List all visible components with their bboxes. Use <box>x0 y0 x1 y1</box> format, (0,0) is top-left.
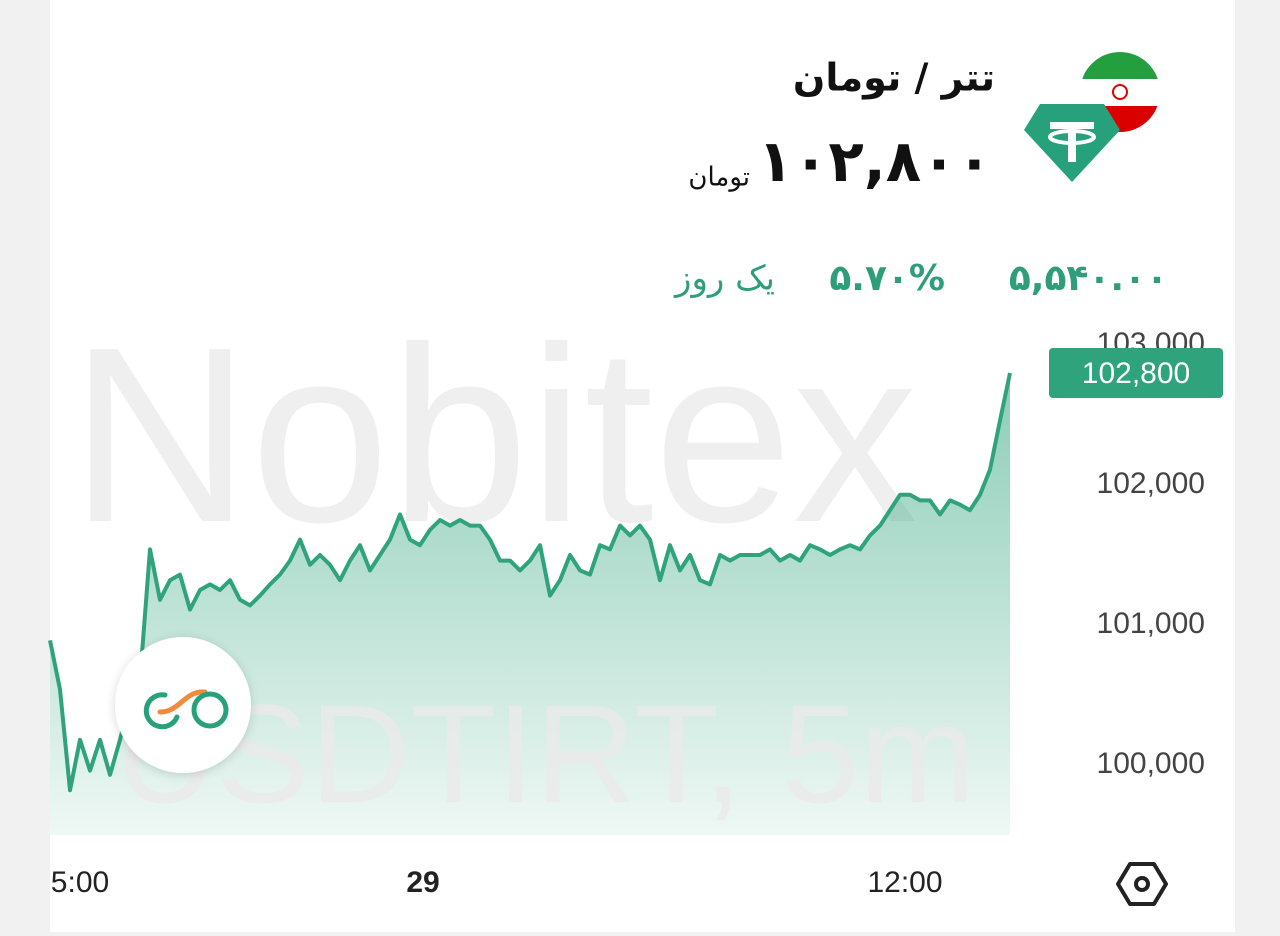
change: ۵,۵۴۰.۰۰ <box>1009 258 1168 299</box>
settings-button[interactable] <box>1116 862 1168 906</box>
last-price-label: 102,800 <box>1082 357 1190 390</box>
watermark: Nobitex <box>70 295 918 574</box>
tether-icon <box>1024 104 1120 182</box>
x-tick-label: 29 <box>406 866 439 899</box>
area <box>50 373 1010 835</box>
y-tick-label: 101,000 <box>1097 607 1205 640</box>
price-line <box>48 372 1012 793</box>
price: ۱۰۲,۸۰۰ <box>758 127 992 195</box>
symbol-label: USDTIRT, 5m <box>115 675 976 832</box>
pair-title: تتر / تومان <box>793 56 995 100</box>
change-percent: ۵.۷۰% <box>829 258 945 299</box>
x-tick-label: 5:00 <box>51 866 109 899</box>
app-logo <box>115 637 251 773</box>
period: یک روز <box>673 259 775 299</box>
last-price-tag <box>1049 348 1223 398</box>
x-tick-label: 12:00 <box>867 866 942 899</box>
plot <box>48 372 1012 835</box>
y-tick-label: 100,000 <box>1097 747 1205 780</box>
y-tick-label: 102,000 <box>1097 467 1205 500</box>
price-unit: تومان <box>688 163 750 193</box>
